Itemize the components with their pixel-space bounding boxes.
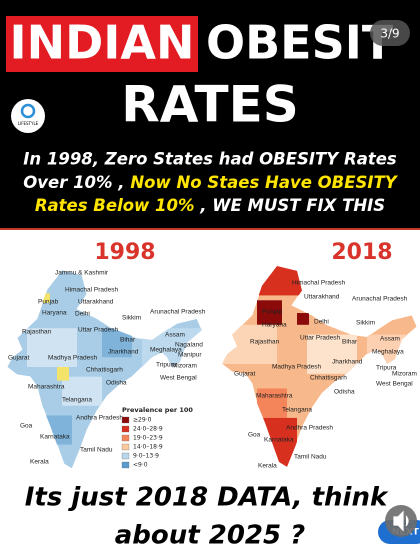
state-label: Maharashtra (256, 393, 293, 400)
state-label: Kerala (258, 463, 277, 470)
state-label: Chhattisgarh (310, 375, 347, 382)
state-label: Goa (20, 423, 33, 430)
state-label: Tamil Nadu (294, 454, 327, 461)
legend-label: 14·0–18·9 (133, 444, 163, 451)
state-label: Chhattisgarh (86, 367, 123, 374)
divider (0, 228, 420, 230)
state-label: Arunachal Pradesh (352, 296, 408, 303)
subtitle-white: , WE MUST FIX THIS (195, 196, 386, 215)
state-label: Delhi (75, 311, 90, 318)
legend-swatch (121, 425, 130, 433)
state-label: Telangana (282, 407, 312, 414)
state-label: Jharkhand (108, 349, 139, 356)
title-part2: OBESIT (206, 16, 394, 70)
sound-icon (393, 510, 409, 532)
legend-label: 9·0–13·9 (133, 453, 159, 460)
state-label: Punjab (38, 299, 59, 306)
state-label: Delhi (314, 319, 329, 326)
legend-label: 19·0–23·9 (133, 435, 163, 442)
state-label: Haryana (42, 310, 67, 317)
state-label: Rajasthan (250, 339, 280, 346)
legend-swatch (121, 434, 130, 442)
state-label: Telangana (62, 397, 92, 404)
state-label: Bihar (120, 337, 136, 344)
state-label: Rajasthan (22, 329, 52, 336)
state-label: Odisha (106, 380, 127, 387)
state-label: Uttar Pradesh (300, 335, 340, 342)
state-label: Bihar (342, 339, 358, 346)
subtitle-yellow: Now No Staes Have OBESITY (125, 173, 399, 192)
state-label: Andhra Pradesh (76, 415, 123, 422)
state-label: Madhya Pradesh (48, 355, 98, 362)
logo-text: LIFESTYLE (18, 121, 39, 126)
subtitle-line3: Rates Below 10% , WE MUST FIX THIS (35, 196, 385, 215)
state-label: Haryana (262, 322, 287, 329)
state-label: Gujarat (234, 371, 256, 378)
state-label: Uttarakhand (304, 294, 340, 301)
state-labels: Jammu & Kashmir Himachal Pradesh Punjab Utt… (8, 270, 417, 470)
state-label: Tripura (156, 362, 177, 369)
state-label: Kerala (30, 459, 49, 466)
state-label: Manipur (178, 352, 202, 359)
legend-swatch (121, 416, 130, 424)
legend-label: <9·0 (133, 462, 148, 469)
state-label: Meghalaya (372, 349, 404, 356)
state-label: Uttar Pradesh (78, 327, 118, 334)
page-indicator-bg (370, 20, 410, 46)
year-1998: 1998 (94, 240, 155, 265)
state-label: Uttarakhand (78, 299, 114, 306)
state-label: Tripura (376, 365, 397, 372)
state-label: Jammu & Kashmir (55, 270, 109, 277)
state-label: Odisha (334, 389, 355, 396)
state-label: Goa (248, 432, 261, 439)
state-label: Mizoram (172, 363, 197, 370)
title-box (6, 16, 198, 72)
legend-title: Prevalence per 100 (122, 406, 193, 414)
legend-label: 24·0–28·9 (133, 426, 163, 433)
footer-line1: Its just 2018 DATA, think (25, 483, 389, 513)
state-label: Karnataka (40, 434, 70, 441)
state-label: Meghalaya (150, 347, 182, 354)
state-label: Arunachal Pradesh (150, 309, 206, 316)
legend-swatch (121, 461, 130, 469)
legend: Prevalence per 100 ≥29·0 24·0–28·9 19·0–23·… (121, 406, 193, 469)
state-label: Assam (165, 332, 185, 339)
state-label: Karnataka (264, 437, 294, 444)
state-label: Sikkim (122, 315, 141, 322)
subtitle-line2: Over 10% , Now No Staes Have OBESITY (23, 173, 399, 192)
state-label: Andhra Pradesh (286, 425, 333, 432)
title-part1: INDIAN (9, 16, 194, 70)
year-2018: 2018 (331, 240, 392, 265)
state-label: Maharashtra (28, 384, 65, 391)
state-label: Himachal Pradesh (65, 287, 118, 294)
subtitle-line1: In 1998, Zero States had OBESITY Rates (23, 150, 397, 169)
state-label: Sikkim (356, 320, 375, 327)
legend-swatch (121, 443, 130, 451)
state-label: Mizoram (392, 371, 417, 378)
state-label: West Bengal (376, 381, 413, 388)
state-label: Himachal Pradesh (292, 280, 345, 287)
title-line2: RATES (121, 76, 299, 134)
state-label: West Bengal (160, 375, 197, 382)
state-label: Gujarat (8, 355, 30, 362)
legend-label: ≥29·0 (133, 417, 152, 424)
footer-line2: about 2025 ? (115, 521, 306, 551)
state-label: Punjab (262, 309, 283, 316)
logo-icon (20, 103, 36, 119)
state-label: Assam (380, 336, 400, 343)
subtitle-white: Over 10% , (23, 173, 124, 192)
subtitle-yellow: Rates Below 10% (35, 196, 195, 215)
state-label: Tamil Nadu (80, 447, 113, 454)
page-indicator: 3/9 (380, 27, 399, 41)
legend-swatch (121, 452, 130, 460)
state-label: Nagaland (175, 342, 203, 349)
state-label: Jharkhand (332, 359, 363, 366)
state-label: Madhya Pradesh (272, 364, 322, 371)
